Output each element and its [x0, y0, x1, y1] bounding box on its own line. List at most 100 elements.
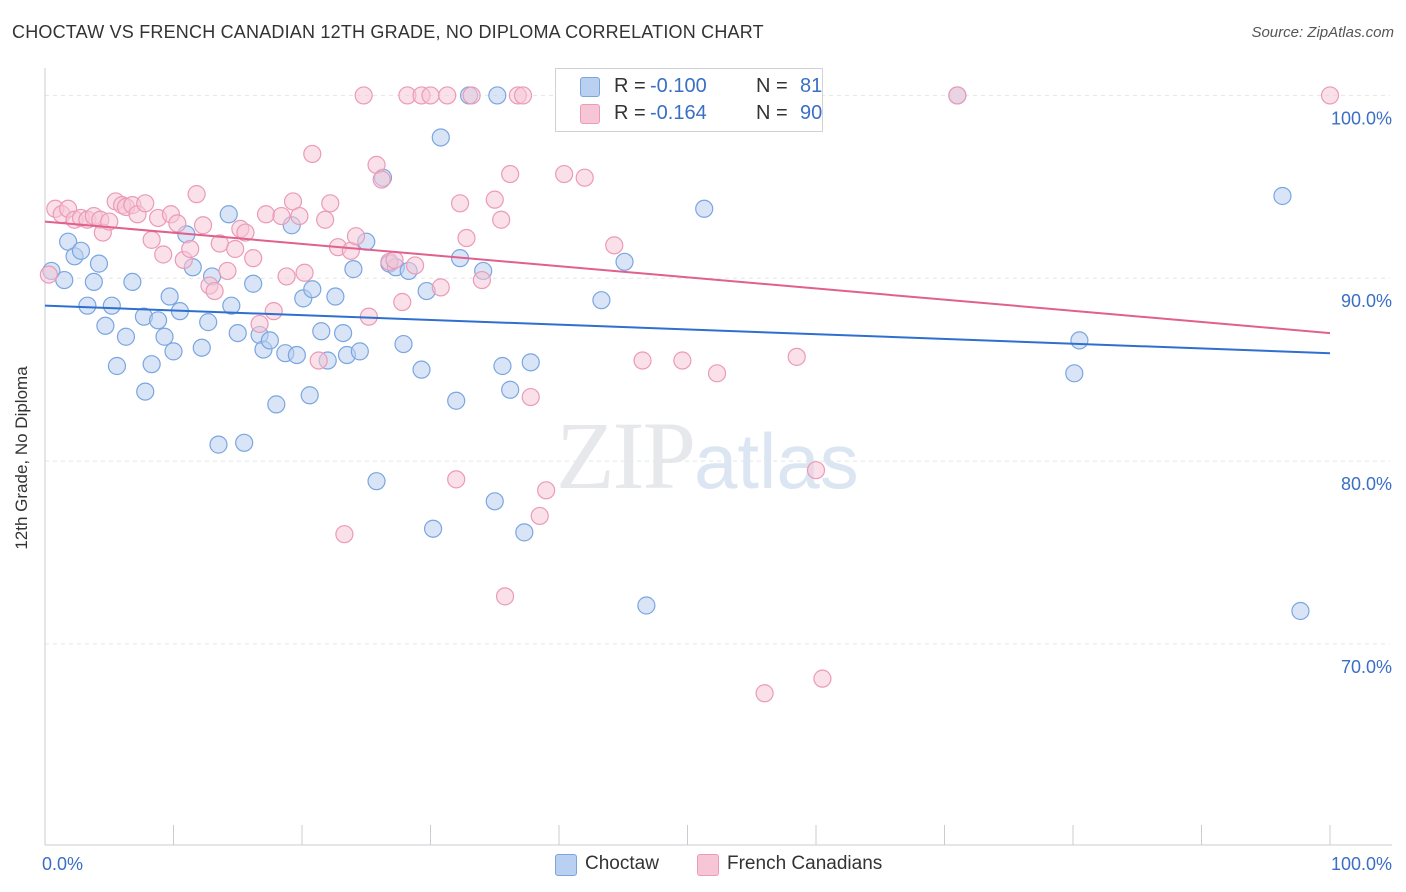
trend-line-french-canadians	[44, 220, 1331, 335]
point-choctaw	[287, 345, 306, 365]
legend-swatch-french-canadians	[697, 854, 719, 876]
point-choctaw	[199, 313, 218, 332]
point-french-canadians	[250, 314, 269, 334]
point-french-canadians	[787, 347, 806, 366]
point-choctaw	[394, 334, 413, 354]
point-french-canadians	[316, 210, 335, 229]
point-french-canadians	[295, 263, 314, 282]
watermark-zip: ZIP	[556, 402, 696, 509]
point-french-canadians	[431, 278, 450, 297]
point-french-canadians	[806, 461, 826, 480]
point-french-canadians	[575, 168, 594, 187]
point-french-canadians	[372, 170, 391, 189]
point-choctaw	[142, 355, 161, 374]
point-choctaw	[367, 472, 386, 491]
point-french-canadians	[438, 86, 457, 105]
point-choctaw	[334, 323, 353, 343]
point-french-canadians	[168, 214, 187, 233]
point-french-canadians	[321, 194, 340, 213]
point-choctaw	[1065, 364, 1084, 383]
point-french-canadians	[513, 86, 533, 105]
point-french-canadians	[472, 270, 491, 290]
r-label: R =	[614, 102, 646, 124]
point-choctaw	[431, 128, 450, 147]
point-choctaw	[123, 272, 142, 292]
legend-label-french-canadians: French Canadians	[727, 853, 883, 874]
point-choctaw	[488, 86, 507, 105]
point-choctaw	[228, 323, 247, 343]
point-french-canadians	[335, 525, 354, 544]
point-french-canadians	[462, 86, 481, 105]
point-french-canadians	[290, 206, 309, 226]
point-french-canadians	[492, 210, 511, 229]
point-choctaw	[116, 327, 136, 346]
point-french-canadians	[218, 261, 237, 281]
point-choctaw	[107, 356, 127, 376]
point-choctaw	[1273, 186, 1292, 206]
point-french-canadians	[181, 239, 200, 259]
point-choctaw	[300, 386, 319, 405]
point-french-canadians	[142, 230, 161, 249]
point-french-canadians	[755, 684, 774, 703]
point-choctaw	[303, 280, 322, 299]
y-tick-label: 90.0%	[1341, 291, 1392, 311]
legend-label-choctaw: Choctaw	[585, 853, 659, 874]
point-french-canadians	[193, 216, 213, 235]
point-french-canadians	[385, 250, 404, 270]
point-french-canadians	[236, 223, 255, 242]
point-french-canadians	[501, 164, 520, 184]
r-label: R =	[614, 75, 646, 97]
point-french-canadians	[707, 364, 727, 383]
chart-source: Source: ZipAtlas.com	[1251, 24, 1394, 41]
point-choctaw	[160, 287, 179, 306]
point-french-canadians	[303, 144, 322, 164]
point-choctaw	[192, 338, 211, 357]
point-choctaw	[260, 331, 279, 350]
point-french-canadians	[948, 86, 967, 105]
legend-swatch-choctaw	[555, 854, 577, 876]
point-french-canadians	[205, 281, 224, 301]
point-choctaw	[78, 296, 97, 315]
point-french-canadians	[405, 256, 425, 275]
point-french-canadians	[309, 351, 328, 370]
point-french-canadians	[495, 587, 515, 606]
r-value-choctaw: -0.100	[650, 75, 707, 97]
r-value-french-canadians: -0.164	[650, 102, 707, 124]
point-french-canadians	[346, 227, 366, 246]
point-french-canadians	[530, 506, 549, 526]
point-choctaw	[501, 380, 520, 399]
point-choctaw	[235, 433, 254, 452]
point-choctaw	[209, 435, 228, 454]
point-french-canadians	[605, 236, 624, 255]
point-choctaw	[136, 382, 155, 401]
point-choctaw	[84, 272, 103, 292]
legend-swatch-choctaw	[580, 77, 600, 97]
point-french-canadians	[555, 164, 574, 184]
point-french-canadians	[393, 292, 412, 312]
point-choctaw	[493, 356, 512, 376]
stats-legend: R = -0.100 N = 81 R = -0.164 N = 90	[555, 68, 823, 132]
point-choctaw	[102, 296, 121, 315]
n-label: N =	[756, 102, 788, 124]
point-choctaw	[592, 291, 611, 310]
point-choctaw	[96, 316, 115, 335]
point-french-canadians	[447, 470, 466, 489]
x-tick-label: 100.0%	[1331, 854, 1392, 874]
point-choctaw	[222, 296, 241, 315]
point-french-canadians	[256, 205, 276, 224]
chart-title: CHOCTAW VS FRENCH CANADIAN 12TH GRADE, N…	[12, 22, 764, 42]
n-value-choctaw: 81	[800, 75, 823, 97]
point-choctaw	[312, 322, 331, 341]
point-choctaw	[155, 327, 174, 346]
point-choctaw	[89, 254, 109, 273]
point-french-canadians	[813, 669, 832, 688]
point-french-canadians	[226, 239, 245, 259]
legend-swatch-french-canadians	[580, 104, 600, 124]
point-french-canadians	[136, 194, 155, 213]
point-french-canadians	[244, 249, 263, 268]
point-choctaw	[412, 360, 431, 379]
point-choctaw	[219, 205, 238, 224]
point-french-canadians	[277, 267, 296, 286]
point-choctaw	[350, 342, 369, 361]
point-choctaw	[615, 252, 634, 271]
